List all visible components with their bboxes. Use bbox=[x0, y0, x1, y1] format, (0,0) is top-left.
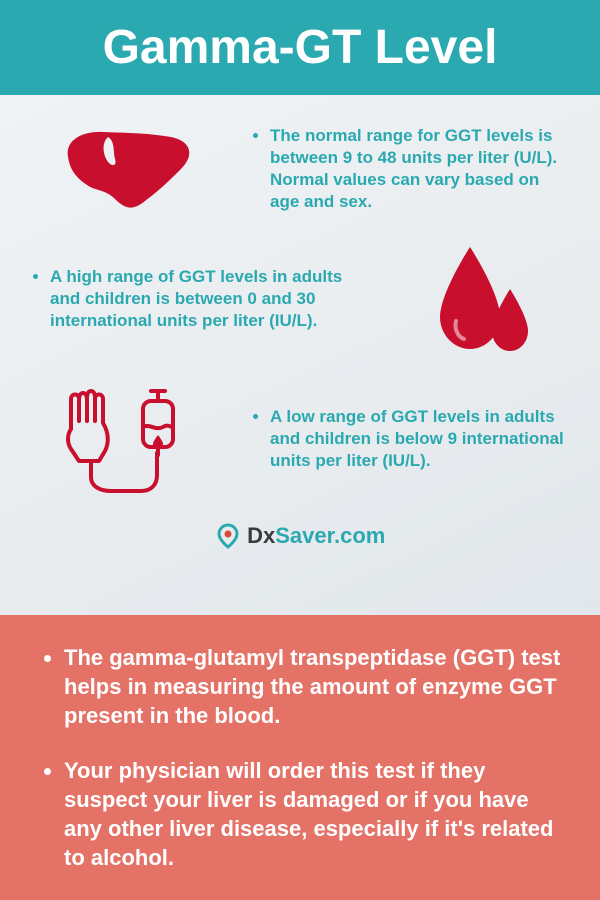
mid-section: The normal range for GGT levels is betwe… bbox=[0, 95, 600, 615]
info-bullet-1: The normal range for GGT levels is betwe… bbox=[270, 125, 572, 213]
infographic-container: Gamma-GT Level The normal range for GGT … bbox=[0, 0, 600, 900]
logo-prefix: Dx bbox=[247, 523, 275, 548]
info-text-2: A high range of GGT levels in adults and… bbox=[28, 266, 372, 332]
info-text-3: A low range of GGT levels in adults and … bbox=[248, 406, 572, 472]
liver-icon bbox=[28, 119, 228, 219]
header-bar: Gamma-GT Level bbox=[0, 0, 600, 95]
info-bullet-3: A low range of GGT levels in adults and … bbox=[270, 406, 572, 472]
logo-text: DxSaver.com bbox=[247, 523, 385, 548]
info-row-3: A low range of GGT levels in adults and … bbox=[28, 379, 572, 499]
iv-hand-icon bbox=[28, 379, 228, 499]
bottom-bullet-2: Your physician will order this test if t… bbox=[64, 756, 570, 872]
bottom-bullet-list: The gamma-glutamyl transpeptidase (GGT) … bbox=[36, 643, 570, 872]
info-bullet-2: A high range of GGT levels in adults and… bbox=[50, 266, 372, 332]
logo-suffix: Saver.com bbox=[275, 523, 385, 548]
info-row-1: The normal range for GGT levels is betwe… bbox=[28, 119, 572, 219]
bottom-section: The gamma-glutamyl transpeptidase (GGT) … bbox=[0, 615, 600, 900]
bottom-bullet-1: The gamma-glutamyl transpeptidase (GGT) … bbox=[64, 643, 570, 730]
logo-block: DxSaver.com bbox=[28, 519, 572, 560]
info-text-1: The normal range for GGT levels is betwe… bbox=[248, 125, 572, 213]
logo-pin-icon bbox=[215, 523, 241, 554]
page-title: Gamma-GT Level bbox=[103, 20, 498, 75]
info-row-2: A high range of GGT levels in adults and… bbox=[28, 239, 572, 359]
blood-drops-icon bbox=[392, 239, 572, 359]
